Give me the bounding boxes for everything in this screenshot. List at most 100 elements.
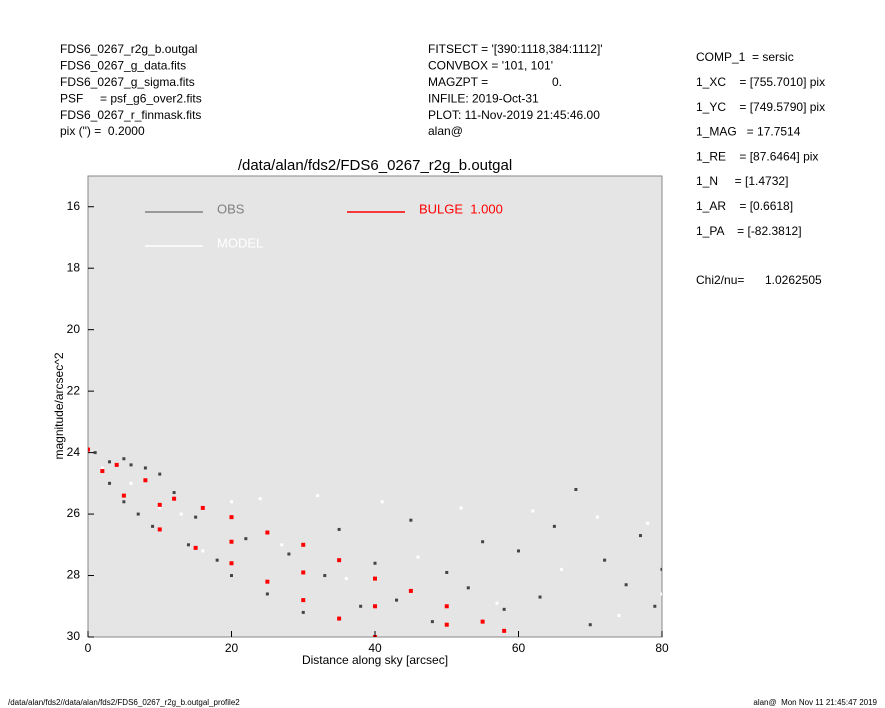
point xyxy=(158,472,162,476)
point xyxy=(495,601,499,605)
header-right-line: 1_YC = [749.5790] pix xyxy=(696,100,825,114)
point xyxy=(88,447,90,452)
legend-label: OBS xyxy=(217,201,245,216)
point xyxy=(395,598,399,602)
point xyxy=(660,567,662,571)
point xyxy=(323,574,327,578)
point xyxy=(230,500,233,504)
chart-title: /data/alan/fds2/FDS6_0267_r2g_b.outgal xyxy=(238,157,512,174)
point xyxy=(444,604,449,609)
point xyxy=(136,512,140,516)
header-middle-line: PLOT: 11-Nov-2019 21:45:46.00 xyxy=(428,108,600,122)
point xyxy=(444,622,449,627)
chi2-label: Chi2/nu= xyxy=(696,273,744,287)
point xyxy=(301,570,306,575)
point xyxy=(229,561,234,566)
header-middle-line: FITSECT = '[390:1118,384:1112]' xyxy=(428,42,603,56)
point xyxy=(380,500,384,504)
x-tick-label: 60 xyxy=(512,641,526,655)
y-tick-label: 16 xyxy=(67,199,81,213)
point xyxy=(466,586,470,590)
point xyxy=(301,598,306,603)
point xyxy=(373,604,377,609)
header-left-line: FDS6_0267_r_finmask.fits xyxy=(60,108,201,122)
point xyxy=(265,530,270,535)
points xyxy=(88,447,662,637)
y-axis-label: magnitude/arcsec^2 xyxy=(52,352,66,459)
y-tick-label: 20 xyxy=(67,322,81,336)
point xyxy=(172,491,176,495)
point xyxy=(193,545,198,550)
point xyxy=(172,496,177,501)
point xyxy=(337,558,342,563)
point xyxy=(337,616,342,621)
header-middle-line: INFILE: 2019-Oct-31 xyxy=(428,91,539,105)
point xyxy=(595,515,599,519)
point xyxy=(344,577,348,581)
plot-area xyxy=(87,175,663,638)
header-right-line: COMP_1 = sersic xyxy=(696,50,794,64)
point xyxy=(502,607,506,611)
point xyxy=(416,555,420,559)
point xyxy=(229,539,234,544)
y-tick-label: 18 xyxy=(67,260,81,274)
point xyxy=(122,457,126,461)
footer-right: alan@ Mon Nov 11 21:45:47 2019 xyxy=(753,698,877,707)
point xyxy=(409,518,413,522)
point xyxy=(129,481,133,485)
point xyxy=(201,549,205,553)
point xyxy=(186,543,190,547)
x-axis-label: Distance along sky [arcsec] xyxy=(302,653,448,667)
footer-left: /data/alan/fds2//data/alan/fds2/FDS6_026… xyxy=(8,698,240,707)
point xyxy=(301,610,305,614)
point xyxy=(638,534,642,538)
point xyxy=(617,613,621,617)
point xyxy=(373,561,377,565)
point xyxy=(244,537,248,541)
point xyxy=(122,500,126,504)
point xyxy=(624,583,628,587)
point xyxy=(157,527,162,532)
point xyxy=(200,505,205,510)
x-tick-label: 80 xyxy=(655,641,669,655)
y-tick-label: 28 xyxy=(67,568,81,582)
header-middle-line: MAGZPT = xyxy=(428,75,488,89)
header-middle-line: alan@ xyxy=(428,124,463,138)
point xyxy=(653,604,657,608)
point xyxy=(646,521,650,525)
point xyxy=(121,493,126,498)
point xyxy=(502,628,507,633)
y-tick-label: 22 xyxy=(67,383,81,397)
header-right-line: 1_MAG = 17.7514 xyxy=(696,125,801,139)
x-tick-label: 0 xyxy=(85,641,92,655)
header-right-line: 1_AR = [0.6618] xyxy=(696,199,793,213)
point xyxy=(373,576,377,581)
chi2-value: 1.0262505 xyxy=(765,273,822,287)
point xyxy=(481,540,485,544)
point xyxy=(588,623,592,627)
point xyxy=(337,527,341,531)
point xyxy=(552,524,556,528)
point xyxy=(603,558,607,562)
header-right-line: 1_XC = [755.7010] pix xyxy=(696,75,825,89)
point xyxy=(560,567,564,571)
point xyxy=(480,619,485,624)
point xyxy=(531,509,535,513)
header-right-line: 1_N = [1.4732] xyxy=(696,174,788,188)
header-left-line: PSF = psf_g6_over2.fits xyxy=(60,91,202,105)
point xyxy=(517,549,520,553)
point xyxy=(179,512,183,516)
point xyxy=(215,558,219,562)
point xyxy=(459,506,463,510)
header-middle-line: CONVBOX = '101, 101' xyxy=(428,59,553,73)
header-left-line: FDS6_0267_r2g_b.outgal xyxy=(60,42,197,56)
legend-label: MODEL xyxy=(217,235,263,250)
header-left-line: FDS6_0267_g_data.fits xyxy=(60,59,186,73)
point xyxy=(359,604,363,608)
point xyxy=(229,515,234,520)
point xyxy=(108,460,112,464)
point xyxy=(129,463,133,467)
x-tick-label: 40 xyxy=(368,641,382,655)
header-left-line: FDS6_0267_g_sigma.fits xyxy=(60,75,195,89)
point xyxy=(230,574,233,578)
